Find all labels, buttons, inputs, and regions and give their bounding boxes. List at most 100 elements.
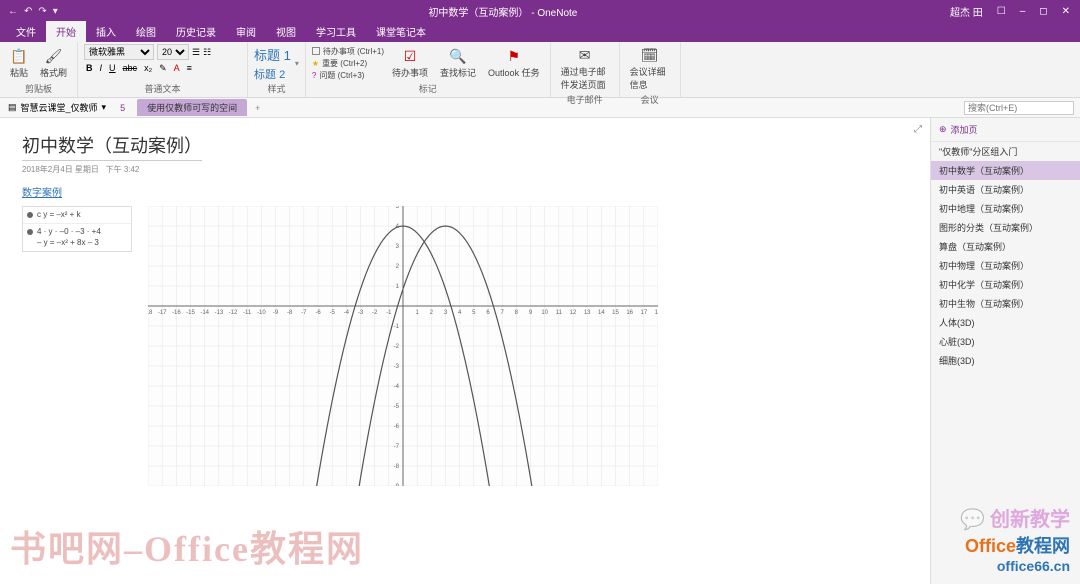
equation-row[interactable]: 4 · y · –0 · –3 · +4 – y = –x² + 8x – 3 [23,224,131,251]
paste-button[interactable]: 📋粘贴 [6,45,32,81]
format-painter-button[interactable]: 🖌格式刷 [36,45,71,81]
add-section-button[interactable]: + [247,103,268,113]
tab-insert[interactable]: 插入 [86,21,126,42]
group-styles: 标题 1 标题 2 ▾ 样式 [248,42,306,97]
page-list-item[interactable]: 初中生物（互动案例） [931,294,1080,313]
ribbon-tabs: 文件 开始 插入 绘图 历史记录 审阅 视图 学习工具 课堂笔记本 [0,22,1080,42]
brush-icon: 🖌 [45,47,63,65]
page-list-item[interactable]: 算盘（互动案例） [931,237,1080,256]
italic-button[interactable]: I [98,63,105,74]
bold-button[interactable]: B [84,63,95,74]
undo-icon[interactable]: ↶ [24,6,32,17]
styles-dropdown-icon[interactable]: ▾ [295,59,299,68]
page-list-item[interactable]: 心脏(3D) [931,332,1080,351]
svg-text:-13: -13 [214,310,223,316]
group-label: 剪贴板 [6,82,71,95]
svg-text:16: 16 [626,310,633,316]
underline-button[interactable]: U [107,63,118,74]
style-heading1[interactable]: 标题 1 [254,45,291,64]
search-input[interactable] [964,101,1074,115]
email-page-button[interactable]: ✉通过电子邮件发送页面 [557,44,613,93]
align-icon[interactable]: ≡ [185,63,194,74]
group-label: 标记 [312,82,544,95]
highlight-icon[interactable]: ✎ [157,63,169,74]
page-list-item[interactable]: 初中英语（互动案例） [931,180,1080,199]
tab-learning[interactable]: 学习工具 [306,21,366,42]
svg-text:-8: -8 [394,464,400,470]
flag-icon: ⚑ [505,47,523,65]
group-label: 会议 [626,93,674,106]
checkbox-icon: ☑ [401,47,419,65]
svg-text:-3: -3 [394,364,400,370]
group-email: ✉通过电子邮件发送页面 电子邮件 [551,42,620,97]
todo-button[interactable]: ☑待办事项 [388,45,432,81]
svg-text:-7: -7 [394,444,400,450]
page-list-item[interactable]: 人体(3D) [931,313,1080,332]
font-size-select[interactable]: 20 [157,44,189,60]
tab-review[interactable]: 审阅 [226,21,266,42]
page-list-item[interactable]: 初中数学（互动案例） [931,161,1080,180]
tab-file[interactable]: 文件 [6,21,46,42]
close-icon[interactable]: ✕ [1062,6,1070,17]
expand-icon[interactable]: ⤢ [914,124,922,135]
maximize-icon[interactable]: ◻ [1039,6,1047,17]
tab-draw[interactable]: 绘图 [126,21,166,42]
page-canvas[interactable]: ⤢ 初中数学（互动案例） 2018年2月4日 星期日 下午 3:42 数字案例 … [0,118,930,584]
svg-text:17: 17 [640,310,647,316]
style-heading2[interactable]: 标题 2 [254,66,291,82]
group-label: 普通文本 [84,82,241,95]
sub-button[interactable]: x₂ [142,63,154,74]
back-icon[interactable]: ← [8,6,18,17]
page-panel: ⊕ 添加页 "仅教师"分区组入门初中数学（互动案例）初中英语（互动案例）初中地理… [930,118,1080,584]
tab-view[interactable]: 视图 [266,21,306,42]
page-list-item[interactable]: "仅教师"分区组入门 [931,142,1080,161]
page-title[interactable]: 初中数学（互动案例） [22,132,202,161]
page-list-item[interactable]: 初中地理（互动案例） [931,199,1080,218]
page-list-item[interactable]: 初中化学（互动案例） [931,275,1080,294]
svg-text:-8: -8 [287,310,293,316]
page-indicator: 5 [114,103,131,113]
qat-dropdown-icon[interactable]: ▾ [53,6,58,17]
page-meta: 2018年2月4日 星期日 下午 3:42 [22,164,139,175]
meeting-details-button[interactable]: 🗓会议详细信息 [626,44,674,93]
svg-text:-15: -15 [186,310,195,316]
equation-panel[interactable]: c y = –x² + k 4 · y · –0 · –3 · +4 – y =… [22,206,132,252]
outlook-tasks-button[interactable]: ⚑Outlook 任务 [484,45,544,81]
redo-icon[interactable]: ↷ [38,6,46,17]
tag-gallery[interactable]: 待办事项 (Ctrl+1) ★重要 (Ctrl+2) ?问题 (Ctrl+3) [312,46,384,81]
page-list-item[interactable]: 图形的分类（互动案例） [931,218,1080,237]
section-tab[interactable]: 使用仅教师可写的空间 [137,99,247,116]
page-list-item[interactable]: 细胞(3D) [931,351,1080,370]
bullet-list-icon[interactable]: ☰ [192,47,200,58]
math-graph: -18-17-16-15-14-13-12-11-10-9-8-7-6-5-4-… [148,206,658,486]
tab-home[interactable]: 开始 [46,21,86,42]
quick-access-toolbar: ← ↶ ↷ ▾ [0,6,66,17]
tab-history[interactable]: 历史记录 [166,21,226,42]
page-link[interactable]: 数字案例 [22,184,62,199]
svg-text:-1: -1 [386,310,392,316]
page-list-item[interactable]: 初中物理（互动案例） [931,256,1080,275]
ribbon-options-icon[interactable]: ☐ [997,6,1006,17]
user-name[interactable]: 超杰 田 [950,4,983,19]
minimize-icon[interactable]: – [1020,6,1026,17]
plus-icon: ⊕ [939,124,947,135]
svg-text:-9: -9 [273,310,279,316]
font-color-icon[interactable]: A [172,63,182,74]
svg-text:-6: -6 [394,424,400,430]
strike-button[interactable]: abc [121,63,140,74]
notebook-picker[interactable]: ▤ 智慧云课堂_仅教师 ▾ [0,101,114,114]
group-tags: 待办事项 (Ctrl+1) ★重要 (Ctrl+2) ?问题 (Ctrl+3) … [306,42,551,97]
number-list-icon[interactable]: ☷ [203,47,211,58]
window-title: 初中数学（互动案例） - OneNote [66,4,940,19]
svg-text:14: 14 [598,310,605,316]
search-box[interactable] [964,101,1074,115]
equation-row[interactable]: c y = –x² + k [23,207,131,224]
group-font: 微软雅黑 20 ☰ ☷ B I U abc x₂ ✎ A ≡ 普通文本 [78,42,248,97]
chevron-down-icon: ▾ [102,102,107,113]
add-page-button[interactable]: ⊕ 添加页 [931,118,1080,142]
font-name-select[interactable]: 微软雅黑 [84,44,154,60]
meeting-icon: 🗓 [641,46,659,64]
find-tags-button[interactable]: 🔍查找标记 [436,45,480,81]
tab-classnotebook[interactable]: 课堂笔记本 [366,21,436,42]
svg-text:-11: -11 [243,310,252,316]
